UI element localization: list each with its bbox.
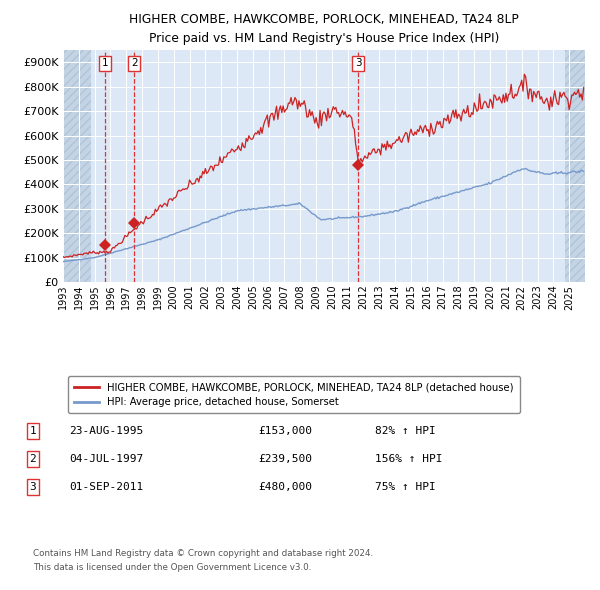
Text: 04-JUL-1997: 04-JUL-1997 [69, 454, 143, 464]
Legend: HIGHER COMBE, HAWKCOMBE, PORLOCK, MINEHEAD, TA24 8LP (detached house), HPI: Aver: HIGHER COMBE, HAWKCOMBE, PORLOCK, MINEHE… [68, 376, 520, 413]
Text: £153,000: £153,000 [258, 426, 312, 435]
Bar [63, 50, 91, 282]
Text: Contains HM Land Registry data © Crown copyright and database right 2024.: Contains HM Land Registry data © Crown c… [33, 549, 373, 558]
Text: 75% ↑ HPI: 75% ↑ HPI [375, 483, 436, 492]
Text: 3: 3 [355, 58, 362, 68]
Bar [565, 50, 585, 282]
Title: HIGHER COMBE, HAWKCOMBE, PORLOCK, MINEHEAD, TA24 8LP
Price paid vs. HM Land Regi: HIGHER COMBE, HAWKCOMBE, PORLOCK, MINEHE… [129, 13, 519, 45]
Text: 82% ↑ HPI: 82% ↑ HPI [375, 426, 436, 435]
Text: 1: 1 [101, 58, 108, 68]
Text: 2: 2 [29, 454, 37, 464]
Text: 2: 2 [131, 58, 137, 68]
Text: 3: 3 [29, 483, 37, 492]
Text: £480,000: £480,000 [258, 483, 312, 492]
Text: This data is licensed under the Open Government Licence v3.0.: This data is licensed under the Open Gov… [33, 563, 311, 572]
Text: 1: 1 [29, 426, 37, 435]
Text: 01-SEP-2011: 01-SEP-2011 [69, 483, 143, 492]
Text: 23-AUG-1995: 23-AUG-1995 [69, 426, 143, 435]
Text: 156% ↑ HPI: 156% ↑ HPI [375, 454, 443, 464]
Text: £239,500: £239,500 [258, 454, 312, 464]
